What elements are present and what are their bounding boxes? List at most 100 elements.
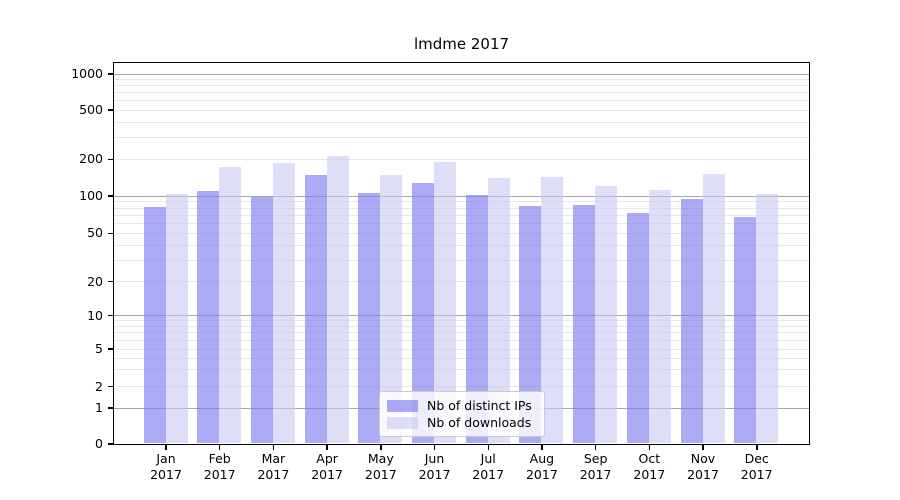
minor-gridline	[114, 158, 809, 160]
y-tick-label: 20	[87, 273, 103, 289]
x-tick-year: 2017	[472, 467, 505, 482]
x-tick-month: Jul	[480, 451, 496, 466]
x-tick	[380, 445, 382, 450]
y-tick	[107, 109, 113, 111]
minor-gridline	[114, 386, 809, 387]
x-tick-year: 2017	[257, 467, 290, 482]
chart-title: lmdme 2017	[413, 35, 510, 53]
bar-distinct-ips	[412, 182, 434, 443]
x-tick-month: Dec	[744, 451, 769, 466]
x-tick-month: Feb	[208, 451, 231, 466]
x-tick-label: Mar 2017	[243, 451, 303, 483]
x-tick-label: Jul 2017	[458, 451, 518, 483]
bar-distinct-ips	[197, 190, 220, 443]
x-tick	[218, 445, 221, 450]
y-tick-label: 1000	[71, 66, 103, 81]
x-tick-month: Mar	[261, 451, 286, 466]
minor-gridline	[114, 100, 809, 101]
x-tick-label: May 2017	[351, 451, 411, 483]
x-tick-year: 2017	[525, 467, 558, 482]
minor-gridline	[114, 85, 809, 87]
bar-distinct-ips	[304, 175, 327, 443]
bar-downloads	[702, 174, 725, 443]
y-tick-label: 100	[79, 188, 103, 203]
x-tick-month: Nov	[690, 451, 716, 466]
x-tick	[326, 445, 328, 450]
bar-distinct-ips	[680, 198, 703, 443]
minor-gridline	[114, 244, 809, 246]
x-tick-label: Sep 2017	[566, 451, 626, 483]
minor-gridline	[114, 232, 809, 234]
x-tick-year: 2017	[740, 467, 773, 482]
x-tick-month: Aug	[529, 451, 555, 466]
y-tick-label: 50	[87, 225, 103, 241]
minor-gridline	[114, 207, 809, 209]
legend-item-distinct-ips: Nb of distinct IPs	[387, 397, 537, 414]
x-tick-year: 2017	[311, 467, 343, 482]
y-tick-label: 500	[79, 102, 103, 117]
minor-gridline	[114, 79, 809, 80]
minor-gridline	[114, 259, 809, 261]
y-tick	[107, 195, 113, 197]
bar-distinct-ips	[465, 194, 488, 443]
y-tick	[107, 280, 113, 283]
legend-label-distinct-ips: Nb of distinct IPs	[427, 398, 532, 413]
bar-distinct-ips	[519, 205, 542, 443]
x-tick	[756, 445, 758, 450]
x-tick	[433, 445, 436, 450]
y-tick	[107, 443, 113, 445]
minor-gridline	[114, 109, 809, 111]
minor-gridline	[114, 320, 809, 322]
legend: Nb of distinct IPs Nb of downloads	[379, 391, 545, 437]
y-tick	[107, 232, 113, 235]
y-tick	[107, 314, 113, 317]
x-tick-year: 2017	[633, 467, 666, 482]
bar-downloads	[595, 186, 618, 443]
x-tick-year: 2017	[203, 467, 236, 482]
bar-distinct-ips	[734, 217, 757, 443]
x-tick-month: Sep	[583, 451, 608, 466]
x-tick-label: Feb 2017	[190, 451, 250, 483]
x-tick-label: Jun 2017	[405, 451, 465, 483]
bar-downloads	[541, 176, 564, 443]
x-tick-month: Jan	[156, 451, 176, 466]
y-tick	[107, 407, 113, 409]
bar-downloads	[756, 193, 779, 443]
major-gridline	[114, 315, 809, 317]
x-tick	[272, 445, 275, 450]
major-gridline	[114, 195, 809, 197]
bar-distinct-ips	[250, 197, 273, 443]
bar-downloads	[165, 193, 188, 443]
minor-gridline	[114, 121, 809, 123]
x-tick-label: Aug 2017	[512, 451, 572, 483]
x-tick-year: 2017	[150, 467, 182, 482]
bar-distinct-ips	[358, 193, 381, 443]
y-tick-label: 2	[95, 378, 103, 394]
y-tick	[107, 385, 113, 388]
y-tick	[107, 158, 113, 161]
minor-gridline	[114, 339, 809, 341]
legend-swatch-downloads	[387, 416, 418, 429]
bar-downloads	[487, 178, 510, 443]
bar-downloads	[648, 189, 671, 443]
x-tick-label: Jan 2017	[136, 451, 196, 483]
minor-gridline	[114, 214, 809, 216]
bar-downloads	[219, 167, 242, 443]
minor-gridline	[114, 137, 809, 138]
x-tick-month: Oct	[638, 451, 661, 466]
x-tick-month: Jun	[424, 451, 445, 466]
y-tick-label: 0	[95, 436, 103, 451]
bar-downloads	[434, 162, 456, 443]
x-tick-year: 2017	[418, 467, 451, 482]
minor-gridline	[114, 332, 809, 334]
y-tick	[107, 348, 113, 350]
y-tick	[107, 73, 113, 75]
x-tick-label: Apr 2017	[297, 451, 357, 483]
minor-gridline	[114, 92, 809, 93]
y-tick-label: 200	[79, 151, 103, 167]
x-tick-month: May	[367, 451, 394, 466]
minor-gridline	[114, 369, 809, 371]
x-tick	[541, 445, 543, 450]
x-tick-label: Nov 2017	[673, 451, 733, 483]
